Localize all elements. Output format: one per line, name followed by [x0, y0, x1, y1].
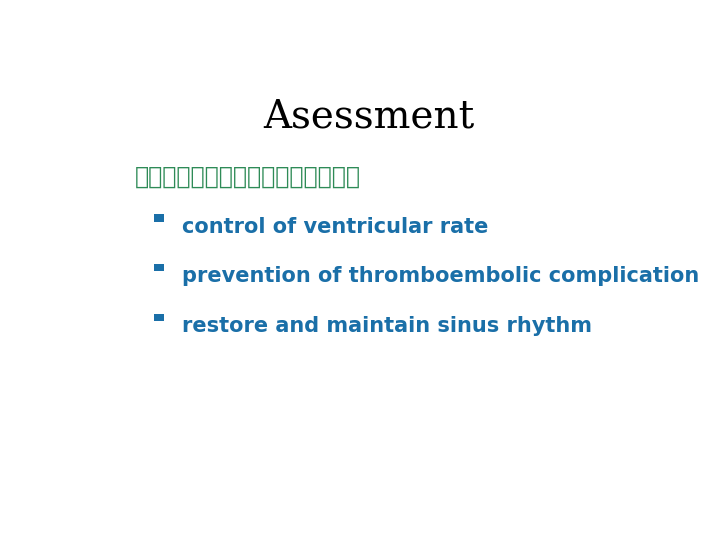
FancyBboxPatch shape	[154, 314, 164, 321]
Text: control of ventricular rate: control of ventricular rate	[182, 217, 488, 237]
Text: prevention of thromboembolic complication: prevention of thromboembolic complicatio…	[182, 266, 699, 286]
Text: restore and maintain sinus rhythm: restore and maintain sinus rhythm	[182, 316, 592, 336]
FancyBboxPatch shape	[154, 264, 164, 272]
Text: การรรกษาทควรไดรบ: การรรกษาทควรไดรบ	[135, 165, 361, 188]
Text: Asessment: Asessment	[264, 98, 474, 135]
FancyBboxPatch shape	[154, 214, 164, 221]
